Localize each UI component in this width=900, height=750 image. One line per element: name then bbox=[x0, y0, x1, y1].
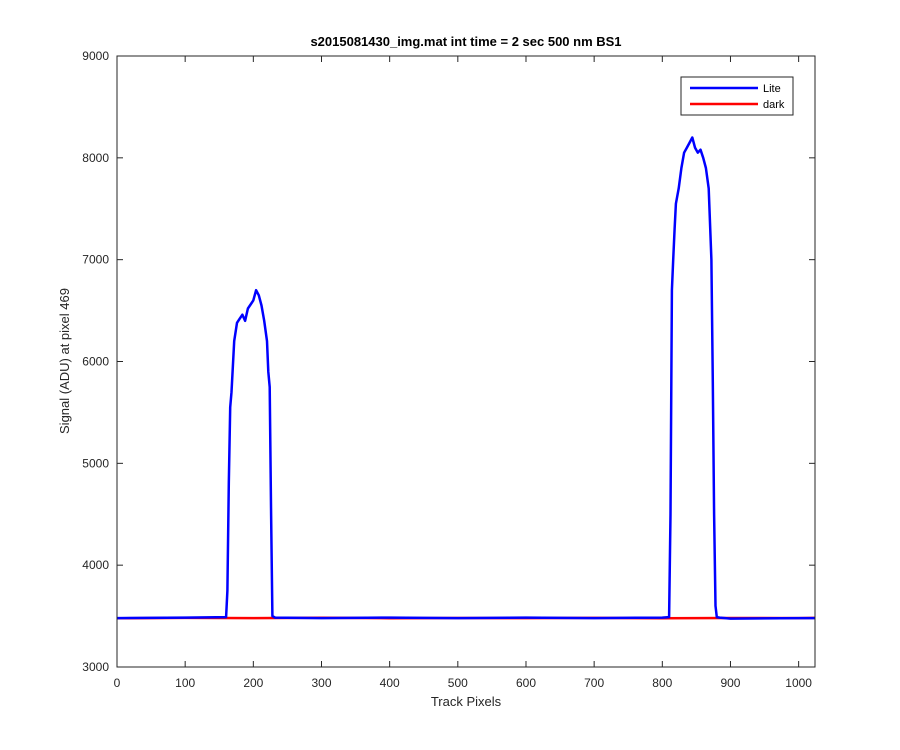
chart-title: s2015081430_img.mat int time = 2 sec 500… bbox=[310, 34, 621, 49]
axis-ticks: 0 100 200 300 400 500 600 700 800 900 1000 3000 4000… bbox=[82, 49, 815, 690]
legend-label-dark: dark bbox=[763, 99, 785, 111]
y-tick-label: 8000 bbox=[82, 151, 109, 165]
x-tick-label: 300 bbox=[311, 676, 331, 690]
y-tick-label: 5000 bbox=[82, 456, 109, 470]
y-tick-label: 3000 bbox=[82, 660, 109, 674]
legend-box bbox=[680, 76, 794, 116]
legend-label-lite: Lite bbox=[763, 83, 781, 95]
x-tick-label: 700 bbox=[584, 676, 604, 690]
y-axis-label: Signal (ADU) at pixel 469 bbox=[57, 288, 72, 434]
x-tick-label: 100 bbox=[175, 676, 195, 690]
series-lines bbox=[116, 136, 816, 620]
y-tick-label: 9000 bbox=[82, 49, 109, 63]
x-tick-label: 500 bbox=[448, 676, 468, 690]
legend: Lite dark bbox=[680, 76, 794, 116]
x-tick-label: 400 bbox=[380, 676, 400, 690]
series-line-lite bbox=[116, 136, 815, 620]
x-tick-label: 200 bbox=[243, 676, 263, 690]
x-axis-label: Track Pixels bbox=[431, 694, 502, 709]
y-tick-label: 7000 bbox=[82, 253, 109, 267]
x-tick-label: 900 bbox=[720, 676, 740, 690]
y-tick-label: 6000 bbox=[82, 355, 109, 369]
x-tick-label: 600 bbox=[516, 676, 536, 690]
x-tick-label: 0 bbox=[114, 676, 121, 690]
x-tick-label: 1000 bbox=[785, 676, 812, 690]
plot-area bbox=[117, 56, 815, 667]
y-tick-label: 4000 bbox=[82, 558, 109, 572]
x-tick-label: 800 bbox=[652, 676, 672, 690]
